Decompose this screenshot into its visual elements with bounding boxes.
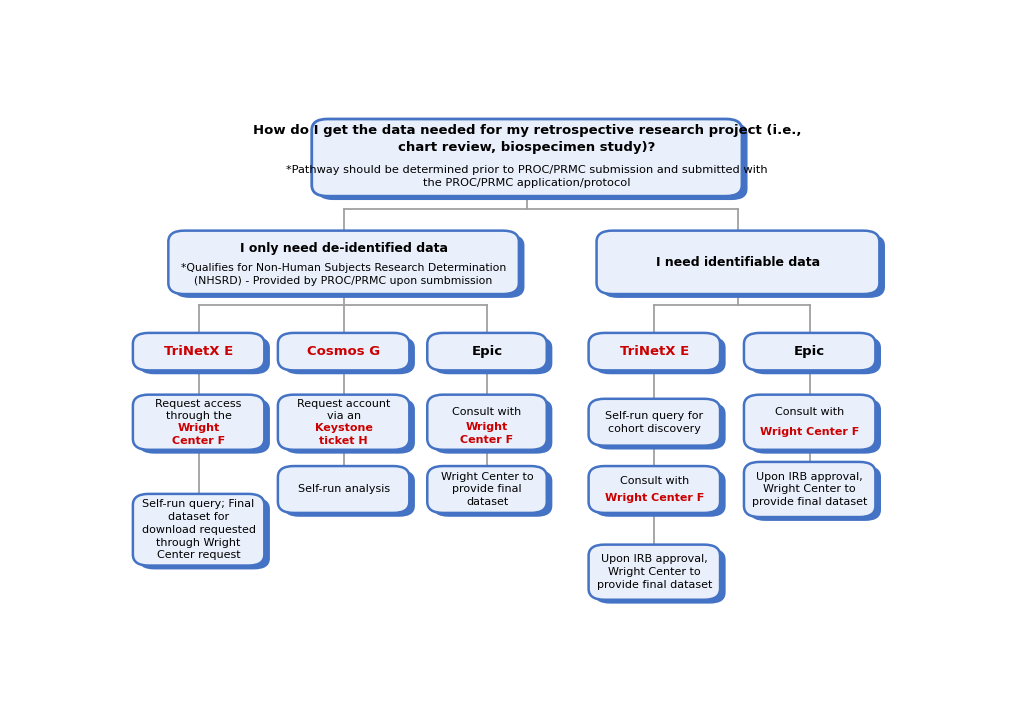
Text: Wright Center F: Wright Center F (760, 427, 859, 437)
FancyBboxPatch shape (139, 498, 270, 569)
FancyBboxPatch shape (433, 337, 552, 374)
FancyBboxPatch shape (278, 333, 409, 370)
FancyBboxPatch shape (318, 123, 747, 200)
FancyBboxPatch shape (594, 402, 726, 450)
Text: Self-run query; Final
dataset for
download requested
through Wright
Center reque: Self-run query; Final dataset for downlo… (142, 499, 256, 561)
FancyBboxPatch shape (749, 466, 881, 521)
Text: I only need de-identified data: I only need de-identified data (240, 242, 447, 255)
FancyBboxPatch shape (139, 337, 270, 374)
FancyBboxPatch shape (744, 333, 876, 370)
Text: Self-run query for
cohort discovery: Self-run query for cohort discovery (605, 411, 703, 434)
FancyBboxPatch shape (589, 466, 720, 513)
Text: *Qualifies for Non-Human Subjects Research Determination
(NHSRD) - Provided by P: *Qualifies for Non-Human Subjects Resear… (181, 263, 506, 286)
Text: Epic: Epic (794, 345, 825, 358)
Text: Cosmos G: Cosmos G (307, 345, 380, 358)
Text: Wright Center F: Wright Center F (604, 493, 704, 503)
Text: *Pathway should be determined prior to PROC/PRMC submission and submitted with
t: *Pathway should be determined prior to P… (286, 165, 768, 188)
FancyBboxPatch shape (284, 337, 415, 374)
FancyBboxPatch shape (278, 395, 409, 450)
Text: TriNetX E: TriNetX E (164, 345, 233, 358)
FancyBboxPatch shape (594, 337, 726, 374)
Text: TriNetX E: TriNetX E (620, 345, 689, 358)
FancyBboxPatch shape (602, 235, 885, 298)
Text: Consult with: Consult with (620, 476, 689, 486)
FancyBboxPatch shape (596, 231, 879, 294)
FancyBboxPatch shape (428, 466, 547, 513)
Text: Wright
Center F: Wright Center F (461, 422, 514, 445)
FancyBboxPatch shape (744, 395, 876, 450)
FancyBboxPatch shape (433, 470, 552, 517)
FancyBboxPatch shape (174, 235, 524, 298)
FancyBboxPatch shape (594, 548, 726, 604)
Text: Request access
through the: Request access through the (155, 399, 242, 422)
FancyBboxPatch shape (133, 494, 264, 566)
Text: Upon IRB approval,
Wright Center to
provide final dataset: Upon IRB approval, Wright Center to prov… (752, 472, 868, 508)
Text: Self-run analysis: Self-run analysis (297, 485, 390, 495)
Text: Consult with: Consult with (775, 407, 844, 417)
FancyBboxPatch shape (594, 470, 726, 517)
FancyBboxPatch shape (589, 399, 720, 445)
FancyBboxPatch shape (749, 337, 881, 374)
Text: Consult with: Consult with (452, 407, 521, 417)
FancyBboxPatch shape (744, 462, 876, 517)
Text: How do I get the data needed for my retrospective research project (i.e.,
chart : How do I get the data needed for my retr… (253, 124, 801, 154)
FancyBboxPatch shape (428, 395, 547, 450)
FancyBboxPatch shape (169, 231, 519, 294)
FancyBboxPatch shape (284, 470, 415, 517)
FancyBboxPatch shape (433, 399, 552, 454)
FancyBboxPatch shape (284, 399, 415, 454)
Text: Keystone
ticket H: Keystone ticket H (315, 423, 372, 446)
Text: Wright Center to
provide final
dataset: Wright Center to provide final dataset (441, 472, 534, 508)
FancyBboxPatch shape (139, 399, 270, 454)
Text: I need identifiable data: I need identifiable data (656, 256, 820, 268)
Text: Epic: Epic (472, 345, 503, 358)
FancyBboxPatch shape (749, 399, 881, 454)
Text: Wright
Center F: Wright Center F (172, 423, 225, 446)
Text: Request account
via an: Request account via an (297, 399, 391, 422)
FancyBboxPatch shape (133, 333, 264, 370)
FancyBboxPatch shape (278, 466, 409, 513)
FancyBboxPatch shape (589, 545, 720, 600)
FancyBboxPatch shape (311, 119, 742, 196)
FancyBboxPatch shape (428, 333, 547, 370)
Text: Upon IRB approval,
Wright Center to
provide final dataset: Upon IRB approval, Wright Center to prov… (596, 554, 712, 590)
FancyBboxPatch shape (133, 395, 264, 450)
FancyBboxPatch shape (589, 333, 720, 370)
